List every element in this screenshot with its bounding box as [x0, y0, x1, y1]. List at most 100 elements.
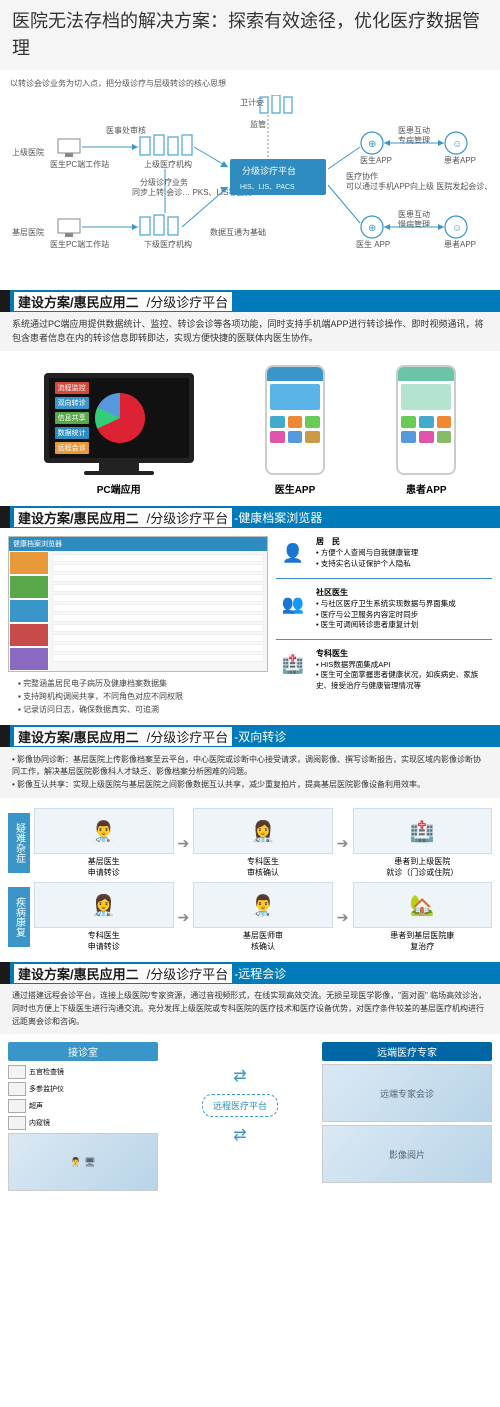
arrow-left-icon: ⇄ — [233, 1125, 246, 1145]
svg-text:数据互通为基础: 数据互通为基础 — [210, 227, 266, 237]
feature-tag: 数据统计 — [55, 427, 89, 439]
arrow-right-icon: ⇄ — [233, 1066, 246, 1086]
sec4-sub: /分级诊疗平台 — [143, 727, 233, 746]
hrb-window: 健康档案浏览器 — [8, 536, 268, 672]
flow-step: 👩‍⚕️专科医生审核确认 — [193, 808, 333, 878]
arrow-right-icon: ➔ — [178, 835, 190, 852]
reception-header: 接诊室 — [8, 1042, 158, 1061]
svg-text:可以通过手机APP向上级 医院发起会诊、转诊、 预约等: 可以通过手机APP向上级 医院发起会诊、转诊、 预约等 — [346, 181, 490, 191]
svg-text:⊕: ⊕ — [368, 139, 376, 150]
step-illustration: 👩‍⚕️ — [193, 808, 333, 854]
role-point: HIS数据界面集成API — [316, 660, 492, 671]
hrb-roles: 👤 居 民方便个人查阅与自我健康管理支持实名认证保护个人隐私 👥 社区医生与社区医疗卫… — [276, 536, 492, 717]
flow-step: 🏥患者到上级医院就诊（门诊或住院） — [353, 808, 493, 878]
role-point: 方便个人查阅与自我健康管理 — [316, 548, 492, 559]
hrb-titlebar: 健康档案浏览器 — [9, 537, 267, 551]
svg-text:患者APP: 患者APP — [444, 239, 476, 249]
arrow-right-icon: ➔ — [337, 835, 349, 852]
sec5-header: 建设方案/惠民应用二 /分级诊疗平台 -远程会诊 — [0, 962, 500, 984]
arch-svg: 卫计委 监管 上级医院 基层医院 医生PC端工作站 医生PC端工作站 医事处审核… — [10, 95, 490, 285]
expert-header: 远端医疗专家 — [322, 1042, 492, 1061]
svg-text:监管: 监管 — [250, 119, 266, 129]
sec2-sub: /分级诊疗平台 — [143, 292, 233, 311]
role-icon: 👥 — [276, 587, 310, 621]
role-name: 社区医生 — [316, 587, 492, 598]
role-point: 医生可调阅转诊患者康复计划 — [316, 620, 492, 631]
sec2-header: 建设方案/惠民应用二 /分级诊疗平台 — [0, 290, 500, 312]
svg-text:☺: ☺ — [452, 139, 462, 150]
feature-tag: 双向转诊 — [55, 397, 89, 409]
role-point: 支持实名认证保护个人隐私 — [316, 559, 492, 570]
pie-chart-icon — [95, 393, 145, 443]
svg-text:医生PC端工作站: 医生PC端工作站 — [50, 159, 109, 169]
hrb-bullets: 完整涵盖居民电子病历及健康档案数据集支持跨机构调阅共享，不同角色对应不同权限记录… — [8, 678, 268, 715]
arrow-right-icon: ➔ — [178, 909, 190, 926]
step-illustration: 👨‍⚕️ — [34, 808, 174, 854]
svg-text:基层医院: 基层医院 — [12, 227, 44, 237]
arch-note: 以转诊会诊业务为切入点，把分级诊疗与层级转诊的核心思想 — [10, 78, 490, 89]
sec5-suffix: -远程会诊 — [234, 965, 286, 982]
role-name: 专科医生 — [316, 648, 492, 659]
pc-label: PC端应用 — [44, 481, 194, 496]
patient-app: 患者APP — [396, 365, 456, 496]
role-row: 👤 居 民方便个人查阅与自我健康管理支持实名认证保护个人隐私 — [276, 536, 492, 570]
svg-text:上级医疗机构: 上级医疗机构 — [144, 159, 192, 169]
role-point: 与社区医疗卫生系统实现数据与界面集成 — [316, 599, 492, 610]
sec2-desc: 系统通过PC端应用提供数据统计、监控、转诊会诊等各项功能，同时支持手机端APP进… — [0, 312, 500, 351]
feature-tag: 远程会诊 — [55, 442, 89, 454]
svg-text:⊕: ⊕ — [368, 223, 376, 234]
role-point: 医疗与公卫服务内容定时同步 — [316, 610, 492, 621]
pat-label: 患者APP — [396, 481, 456, 496]
sec3-sub: /分级诊疗平台 — [143, 508, 233, 527]
role-row: 🏥 专科医生HIS数据界面集成API医生可全面掌握患者健康状况，如疾病史、家族史、… — [276, 648, 492, 692]
flow-step: 👨‍⚕️基层医师审核确认 — [193, 882, 333, 952]
step-label: 专科医生审核确认 — [193, 856, 333, 878]
sec5-title: 建设方案/惠民应用二 — [14, 964, 143, 983]
equipment-item: 超声 — [8, 1099, 158, 1113]
step-illustration: 🏥 — [353, 808, 493, 854]
sec4-suffix: -双向转诊 — [234, 728, 286, 745]
flow-tag: 疾病康复 — [8, 887, 30, 947]
sec4-title: 建设方案/惠民应用二 — [14, 727, 143, 746]
svg-text:医患互动: 医患互动 — [398, 209, 430, 219]
svg-text:医疗协作: 医疗协作 — [346, 171, 378, 181]
step-label: 基层医师审核确认 — [193, 930, 333, 952]
flow-step: 👩‍⚕️专科医生申请转诊 — [34, 882, 174, 952]
svg-text:医生APP: 医生APP — [360, 155, 392, 165]
equipment-item: 多参监护仪 — [8, 1082, 158, 1096]
architecture-diagram: 以转诊会诊业务为切入点，把分级诊疗与层级转诊的核心思想 卫计委 监管 上级医院 … — [0, 70, 500, 290]
page-title: 医院无法存档的解决方案：探索有效途径，优化医疗数据管理 — [0, 0, 500, 70]
equipment-item: 五官检查镜 — [8, 1065, 158, 1079]
remote-diagram: 接诊室 五官检查镜多参监护仪超声内窥镜 👨‍⚕️ 🖥 ⇄ 远程医疗平台 ⇄ 远端… — [0, 1034, 500, 1199]
svg-text:☺: ☺ — [452, 223, 462, 234]
role-point: 医生可全面掌握患者健康状况，如疾病史、家族史、接受治疗与健康管理情况等 — [316, 670, 492, 691]
sec3-suffix: -健康档案浏览器 — [234, 509, 322, 526]
sec3-header: 建设方案/惠民应用二 /分级诊疗平台 -健康档案浏览器 — [0, 506, 500, 528]
svg-text:上级医院: 上级医院 — [12, 147, 44, 157]
arrow-right-icon: ➔ — [337, 909, 349, 926]
doctor-app: 医生APP — [265, 365, 325, 496]
svg-text:医生 APP: 医生 APP — [356, 239, 390, 249]
svg-text:医患互动: 医患互动 — [398, 125, 430, 135]
apps-row: 流程监控双向转诊信息共享数据统计远程会诊 PC端应用 医生APP 患者APP — [0, 351, 500, 506]
svg-text:分级诊疗业务: 分级诊疗业务 — [140, 177, 188, 187]
health-record-browser: 健康档案浏览器 完整涵盖居民电子病历及健康档案数据集支持跨机构调阅共享，不同角色… — [0, 528, 500, 725]
sec2-title: 建设方案/惠民应用二 — [14, 292, 143, 311]
svg-text:医生PC端工作站: 医生PC端工作站 — [50, 239, 109, 249]
sec3-title: 建设方案/惠民应用二 — [14, 508, 143, 527]
svg-text:医事处审核: 医事处审核 — [106, 125, 146, 135]
svg-text:下级医疗机构: 下级医疗机构 — [144, 239, 192, 249]
role-icon: 🏥 — [276, 648, 310, 682]
svg-text:患者APP: 患者APP — [444, 155, 476, 165]
sec5-sub: /分级诊疗平台 — [143, 964, 233, 983]
svg-text:HIS、LIS、PACS: HIS、LIS、PACS — [240, 184, 295, 191]
role-icon: 👤 — [276, 536, 310, 570]
expert-photo: 远端专家会诊 — [322, 1064, 492, 1122]
step-illustration: 👩‍⚕️ — [34, 882, 174, 928]
role-name: 居 民 — [316, 536, 492, 547]
equipment-item: 内窥镜 — [8, 1116, 158, 1130]
step-label: 专科医生申请转诊 — [34, 930, 174, 952]
flow-tag: 疑难杂症 — [8, 813, 30, 873]
pc-app: 流程监控双向转诊信息共享数据统计远程会诊 PC端应用 — [44, 373, 194, 496]
svg-text:分级诊疗平台: 分级诊疗平台 — [242, 165, 296, 176]
